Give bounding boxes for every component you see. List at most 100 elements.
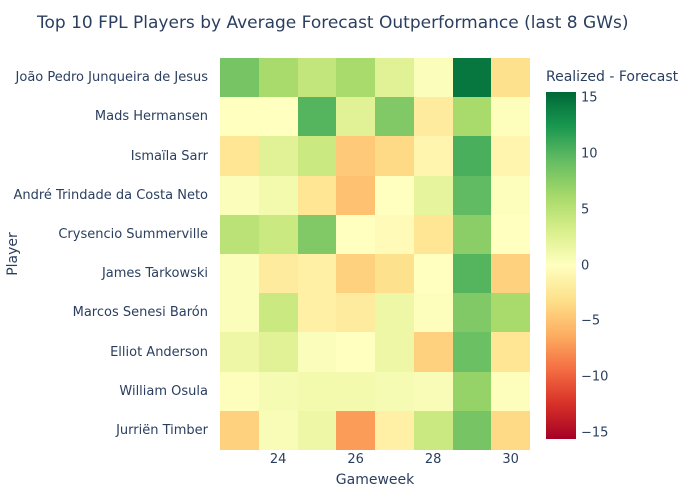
heatmap-cell[interactable] [491, 136, 530, 176]
colorbar-tick-labels: 15 10 5 0 −5 −10 −15 [581, 90, 626, 441]
y-tick-player-label: Marcos Senesi Barón [72, 305, 208, 321]
heatmap-cell[interactable] [336, 136, 375, 176]
heatmap-cell[interactable] [452, 97, 492, 137]
y-tick-player-label: Mads Hermansen [94, 109, 208, 125]
heatmap-cell[interactable] [336, 214, 375, 254]
colorbar-tick-label: 5 [581, 202, 590, 218]
heatmap-cell[interactable] [375, 371, 414, 411]
colorbar-title: Realized - Forecast [546, 69, 679, 85]
heatmap-cell[interactable] [375, 293, 414, 333]
heatmap-grid [220, 58, 530, 450]
heatmap-cell[interactable] [413, 410, 453, 450]
heatmap-cell[interactable] [297, 293, 337, 333]
heatmap-cell[interactable] [413, 214, 453, 254]
heatmap-cell[interactable] [220, 175, 259, 215]
colorbar-tick-label: 0 [581, 258, 590, 273]
heatmap-cell[interactable] [413, 97, 453, 137]
heatmap-cell[interactable] [491, 97, 530, 137]
heatmap-cell[interactable] [452, 332, 492, 372]
y-tick-player-label: Ismaïla Sarr [130, 148, 208, 164]
heatmap-cell[interactable] [452, 254, 492, 294]
heatmap-cell[interactable] [258, 332, 298, 372]
heatmap-cell[interactable] [220, 293, 259, 333]
heatmap-cell[interactable] [452, 293, 492, 333]
heatmap-cell[interactable] [220, 97, 259, 137]
y-tick-player-label: André Trindade da Costa Neto [13, 187, 208, 203]
heatmap-cell[interactable] [297, 136, 337, 176]
colorbar-tick-label: −10 [581, 369, 609, 385]
heatmap-cell[interactable] [258, 214, 298, 254]
heatmap-cell[interactable] [258, 371, 298, 411]
heatmap-cell[interactable] [375, 410, 414, 450]
heatmap-cell[interactable] [220, 136, 259, 176]
heatmap-cell[interactable] [220, 254, 259, 294]
heatmap-cell[interactable] [297, 214, 337, 254]
heatmap-cell[interactable] [336, 332, 375, 372]
heatmap-cell[interactable] [413, 293, 453, 333]
heatmap-cell[interactable] [452, 371, 492, 411]
heatmap-cell[interactable] [220, 332, 259, 372]
colorbar-tick-label: −15 [581, 425, 609, 441]
y-tick-player-label: William Osula [119, 383, 208, 399]
heatmap-cell[interactable] [491, 58, 530, 98]
heatmap-cell[interactable] [452, 136, 492, 176]
heatmap-cell[interactable] [375, 175, 414, 215]
heatmap-cell[interactable] [413, 332, 453, 372]
heatmap-cell[interactable] [297, 254, 337, 294]
heatmap-cell[interactable] [220, 371, 259, 411]
heatmap-cell[interactable] [297, 371, 337, 411]
heatmap-cell[interactable] [491, 214, 530, 254]
heatmap-cell[interactable] [491, 332, 530, 372]
heatmap-cell[interactable] [336, 254, 375, 294]
heatmap-cell[interactable] [336, 58, 375, 98]
heatmap-cell[interactable] [452, 58, 492, 98]
heatmap-cell[interactable] [452, 214, 492, 254]
heatmap-cell[interactable] [258, 410, 298, 450]
heatmap-cell[interactable] [452, 410, 492, 450]
colorbar-tick-label: −5 [581, 313, 601, 329]
heatmap-cell[interactable] [220, 410, 259, 450]
heatmap-cell[interactable] [220, 58, 259, 98]
heatmap-cell[interactable] [336, 410, 375, 450]
heatmap-cell[interactable] [258, 97, 298, 137]
heatmap-cell[interactable] [258, 175, 298, 215]
heatmap-cell[interactable] [258, 254, 298, 294]
heatmap-cell[interactable] [375, 97, 414, 137]
heatmap-cell[interactable] [258, 58, 298, 98]
heatmap-cell[interactable] [297, 97, 337, 137]
heatmap-cell[interactable] [375, 214, 414, 254]
heatmap-cell[interactable] [491, 410, 530, 450]
heatmap-cell[interactable] [375, 254, 414, 294]
heatmap-cell[interactable] [375, 58, 414, 98]
heatmap-cell[interactable] [452, 175, 492, 215]
heatmap-cell[interactable] [413, 254, 453, 294]
heatmap-cell[interactable] [258, 293, 298, 333]
x-axis-tick-labels: 24 26 28 30 [220, 452, 530, 468]
heatmap-cell[interactable] [336, 97, 375, 137]
heatmap-cell[interactable] [297, 175, 337, 215]
heatmap-cell[interactable] [258, 136, 298, 176]
x-tick-label: 30 [502, 452, 519, 467]
x-tick-label: 28 [424, 452, 442, 467]
heatmap-cell[interactable] [413, 175, 453, 215]
heatmap-cell[interactable] [413, 58, 453, 98]
heatmap-cell[interactable] [491, 175, 530, 215]
heatmap-cell[interactable] [413, 371, 453, 411]
heatmap-cell[interactable] [491, 293, 530, 333]
x-tick-label: 24 [269, 452, 287, 467]
heatmap-cell[interactable] [297, 410, 337, 450]
heatmap-cell[interactable] [375, 332, 414, 372]
heatmap-cell[interactable] [297, 58, 337, 98]
heatmap-cell[interactable] [336, 175, 375, 215]
heatmap-cell[interactable] [297, 332, 337, 372]
y-tick-player-label: James Tarkowski [101, 266, 208, 282]
heatmap-cell[interactable] [336, 293, 375, 333]
heatmap-cell[interactable] [220, 214, 259, 254]
heatmap-cell[interactable] [375, 136, 414, 176]
heatmap-cell[interactable] [491, 254, 530, 294]
heatmap-cell[interactable] [491, 371, 530, 411]
heatmap-cell[interactable] [413, 136, 453, 176]
heatmap-cell[interactable] [336, 371, 375, 411]
colorbar-tick-label: 15 [581, 90, 598, 106]
